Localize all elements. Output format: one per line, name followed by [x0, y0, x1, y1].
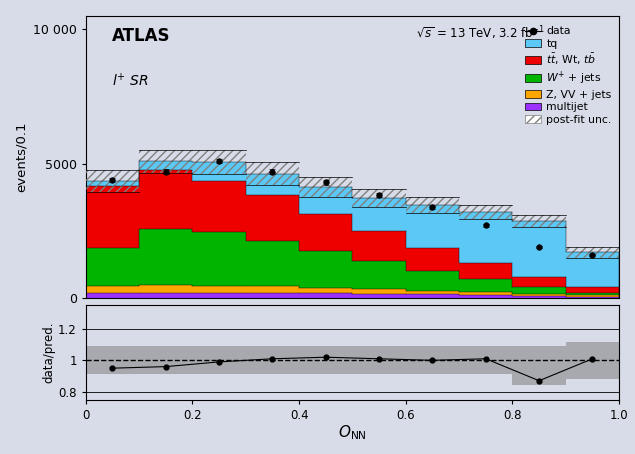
Bar [192, 150, 246, 174]
Bar [512, 215, 566, 227]
Y-axis label: data/pred.: data/pred. [42, 322, 55, 383]
Bar [246, 346, 299, 375]
Bar [406, 346, 459, 375]
Y-axis label: events/0.1: events/0.1 [14, 122, 27, 192]
Bar [86, 346, 139, 375]
Legend: data, tq, $t\bar{t}$, Wt, $t\bar{b}$, $W^{+}$ + jets, Z, VV + jets, multijet, po: data, tq, $t\bar{t}$, Wt, $t\bar{b}$, $W… [523, 24, 613, 127]
Text: $l^{+}$ SR: $l^{+}$ SR [112, 72, 149, 89]
Bar [512, 346, 566, 385]
Bar [246, 162, 299, 185]
Bar [352, 189, 406, 207]
Bar [299, 346, 352, 375]
X-axis label: $O_{\mathrm{NN}}$: $O_{\mathrm{NN}}$ [338, 423, 367, 442]
Bar [406, 197, 459, 212]
Bar [192, 346, 246, 375]
Bar [352, 346, 406, 375]
Bar [86, 170, 139, 192]
Bar [566, 247, 619, 258]
Bar [459, 346, 512, 375]
Bar [299, 177, 352, 197]
Bar [566, 341, 619, 379]
Bar [139, 346, 192, 375]
Bar [459, 205, 512, 219]
Text: ATLAS: ATLAS [112, 27, 171, 45]
Bar [139, 150, 192, 173]
Text: $\sqrt{s}$ = 13 TeV, 3.2 fb$^{-1}$: $\sqrt{s}$ = 13 TeV, 3.2 fb$^{-1}$ [417, 25, 546, 42]
